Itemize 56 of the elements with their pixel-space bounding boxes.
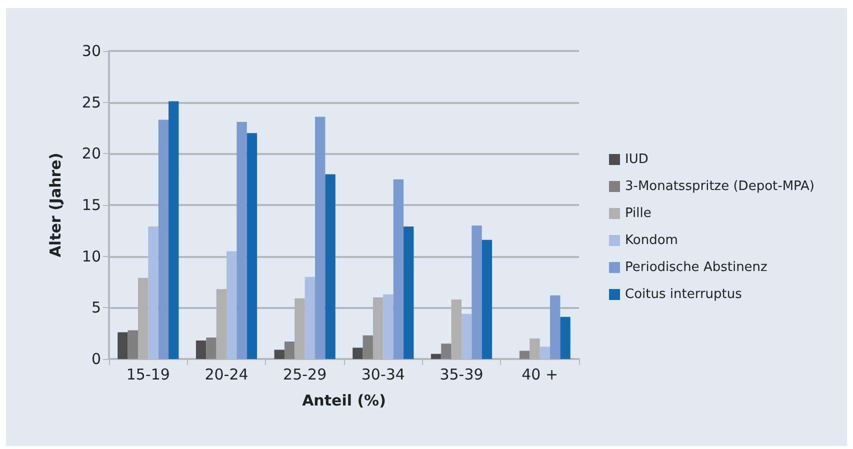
y-tick-label: 0	[91, 350, 101, 368]
y-tick-label: 20	[82, 144, 101, 163]
bar	[383, 294, 394, 359]
bar	[519, 350, 530, 359]
bar	[158, 120, 169, 359]
bar	[472, 226, 482, 359]
y-tick-label: 25	[82, 93, 101, 112]
bar	[118, 332, 128, 359]
bar	[462, 314, 472, 359]
bar	[315, 116, 326, 359]
y-axis-title: Alter (Jahre)	[46, 152, 64, 258]
bar	[226, 251, 237, 359]
x-tick-label: 40 +	[522, 366, 558, 384]
legend-label: Kondom	[625, 233, 678, 248]
x-axis-title: Anteil (%)	[302, 392, 386, 410]
bar	[284, 342, 295, 359]
bar	[246, 133, 258, 359]
bar	[128, 330, 138, 359]
y-tick-label: 5	[91, 298, 101, 317]
bar	[540, 346, 550, 359]
bar	[206, 337, 216, 359]
bar	[393, 179, 404, 359]
bar	[148, 226, 158, 359]
bar	[430, 354, 442, 359]
legend-label: Coitus interruptus	[625, 287, 742, 302]
bar	[304, 276, 316, 359]
bar	[560, 316, 570, 359]
x-tick-label: 20-24	[204, 366, 248, 384]
y-tick-label: 15	[82, 196, 101, 214]
legend-label: 3-Monatsspritze (Depot-MPA)	[625, 179, 815, 194]
y-tick-label: 10	[82, 247, 101, 266]
x-tick-label: 25-29	[283, 366, 327, 384]
bar	[196, 340, 206, 359]
bar	[352, 348, 363, 359]
legend-label: Pille	[625, 206, 652, 221]
bar	[372, 297, 384, 359]
bar	[404, 226, 414, 359]
legend-label: IUD	[625, 152, 648, 167]
bar	[441, 344, 452, 359]
bar	[482, 240, 492, 359]
x-tick-label: 30-34	[361, 366, 405, 384]
bar	[530, 338, 540, 359]
y-tick-label: 30	[82, 42, 101, 60]
bar	[216, 289, 226, 359]
bar	[138, 278, 148, 359]
x-tick-label: 35-39	[440, 366, 484, 384]
bar	[362, 335, 373, 359]
bar	[236, 122, 247, 359]
bar	[550, 295, 560, 359]
bar	[294, 298, 305, 359]
legend-label: Periodische Abstinenz	[625, 260, 768, 275]
bar	[168, 101, 179, 359]
bar	[451, 299, 462, 359]
bar	[325, 174, 336, 359]
x-tick-label: 15-19	[126, 366, 170, 384]
bar	[274, 350, 284, 359]
